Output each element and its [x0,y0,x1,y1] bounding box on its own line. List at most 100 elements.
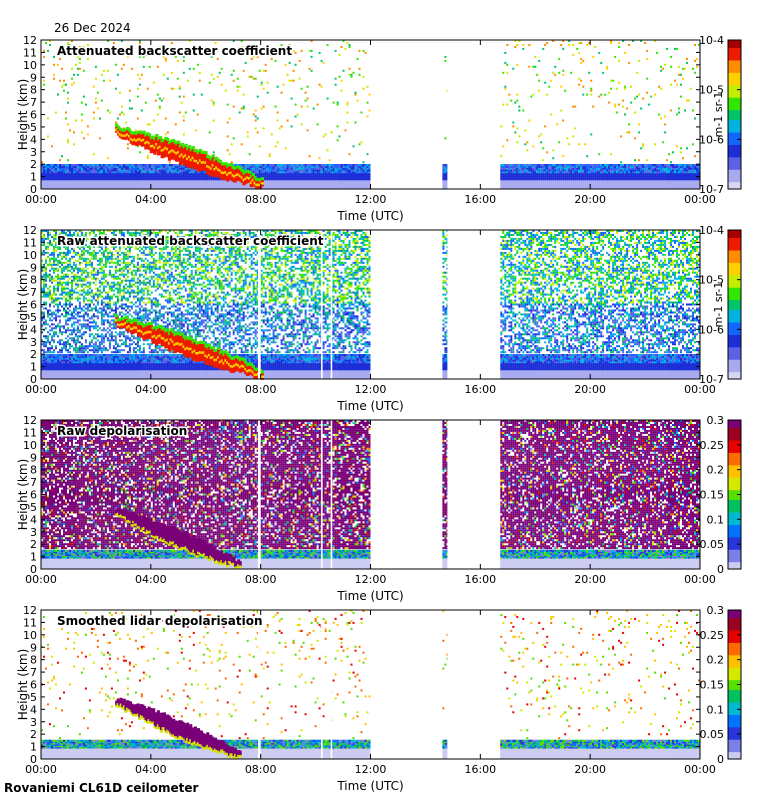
y-tick-label: 2 [30,348,37,361]
panel-title: Raw depolarisation [57,424,187,438]
colorbar: 00.050.10.150.20.250.3 [700,414,742,576]
y-tick-label: 11 [23,236,37,249]
y-tick-label: 4 [30,133,37,146]
x-axis-label: Time (UTC) [336,209,403,223]
data-dropout [321,610,323,759]
colorbar-tick-label: 10-4 [699,34,724,47]
y-tick-label: 9 [30,261,37,274]
x-axis-label: Time (UTC) [336,779,403,793]
x-tick-label: 00:00 [25,383,57,396]
x-tick-label: 20:00 [574,193,606,206]
y-tick-label: 11 [23,426,37,439]
data-dropout [321,230,323,379]
y-tick-label: 8 [30,464,37,477]
y-tick-label: 9 [30,641,37,654]
panel-title: Raw attenuated backscatter coefficient [57,234,324,248]
x-tick-label: 16:00 [464,383,496,396]
y-axis-label: Height (km) [16,459,30,530]
x-tick-label: 00:00 [684,763,716,776]
no-data-block [371,40,442,189]
colorbar-tick-label: 0.1 [707,703,725,716]
data-dropout [331,230,333,379]
no-data-block [447,420,499,569]
y-tick-label: 6 [30,299,37,312]
y-tick-label: 6 [30,679,37,692]
no-data-block [447,230,499,379]
panel-title: Smoothed lidar depolarisation [57,614,263,628]
x-tick-label: 08:00 [245,763,277,776]
x-tick-label: 16:00 [464,573,496,586]
colorbar-tick-label: 0.3 [707,604,725,617]
y-tick-label: 8 [30,84,37,97]
y-axis-label: Height (km) [16,79,30,150]
y-tick-label: 12 [23,604,37,617]
x-tick-label: 12:00 [355,193,387,206]
x-tick-label: 20:00 [574,763,606,776]
colorbar-tick-label: 0.2 [707,464,725,477]
y-tick-label: 4 [30,703,37,716]
no-data-block [371,420,442,569]
colorbar: 10-710-610-510-4m-1 sr-1 [699,224,741,386]
no-data-block [371,230,442,379]
y-tick-label: 11 [23,46,37,59]
colorbar-tick-label: 0 [717,753,724,766]
x-tick-label: 04:00 [135,763,167,776]
colorbar-unit: m-1 sr-1 [712,92,725,138]
x-tick-label: 12:00 [355,383,387,396]
y-tick-label: 12 [23,34,37,47]
y-tick-label: 1 [30,361,37,374]
y-tick-label: 5 [30,121,37,134]
y-tick-label: 5 [30,501,37,514]
x-tick-label: 08:00 [245,573,277,586]
y-tick-label: 9 [30,71,37,84]
colorbar-tick-label: 0.2 [707,654,725,667]
y-tick-label: 7 [30,476,37,489]
x-tick-label: 00:00 [25,193,57,206]
colorbar-tick-label: 0.15 [700,489,725,502]
data-dropout [321,420,323,569]
colorbar-tick-label: 0.25 [700,439,725,452]
y-tick-label: 3 [30,146,37,159]
x-tick-label: 00:00 [25,763,57,776]
x-axis-label: Time (UTC) [336,399,403,413]
x-axis-label: Time (UTC) [336,589,403,603]
no-data-block [371,610,442,759]
x-tick-label: 16:00 [464,763,496,776]
y-tick-label: 7 [30,666,37,679]
x-tick-label: 08:00 [245,193,277,206]
y-tick-label: 1 [30,551,37,564]
colorbar: 00.050.10.150.20.250.3 [700,604,742,766]
no-data-block [447,610,499,759]
y-tick-label: 1 [30,741,37,754]
x-tick-label: 04:00 [135,383,167,396]
colorbar-tick-label: 0.05 [700,728,725,741]
y-axis-label: Height (km) [16,269,30,340]
y-tick-label: 10 [23,59,37,72]
x-tick-label: 16:00 [464,193,496,206]
x-tick-label: 00:00 [684,573,716,586]
panel-title: Attenuated backscatter coefficient [57,44,292,58]
y-tick-label: 3 [30,526,37,539]
colorbar-tick-label: 0 [717,563,724,576]
y-tick-label: 7 [30,96,37,109]
y-tick-label: 8 [30,274,37,287]
data-dropout [258,420,261,569]
y-tick-label: 3 [30,716,37,729]
y-tick-label: 10 [23,439,37,452]
x-tick-label: 04:00 [135,573,167,586]
y-tick-label: 10 [23,249,37,262]
data-dropout [331,610,333,759]
y-tick-label: 2 [30,158,37,171]
y-tick-label: 12 [23,224,37,237]
colorbar-tick-label: 0.3 [707,414,725,427]
x-tick-label: 20:00 [574,383,606,396]
y-tick-label: 7 [30,286,37,299]
y-tick-label: 6 [30,109,37,122]
x-tick-label: 12:00 [355,763,387,776]
y-tick-label: 1 [30,171,37,184]
colorbar-tick-label: 0.1 [707,513,725,526]
data-dropout [258,230,261,379]
